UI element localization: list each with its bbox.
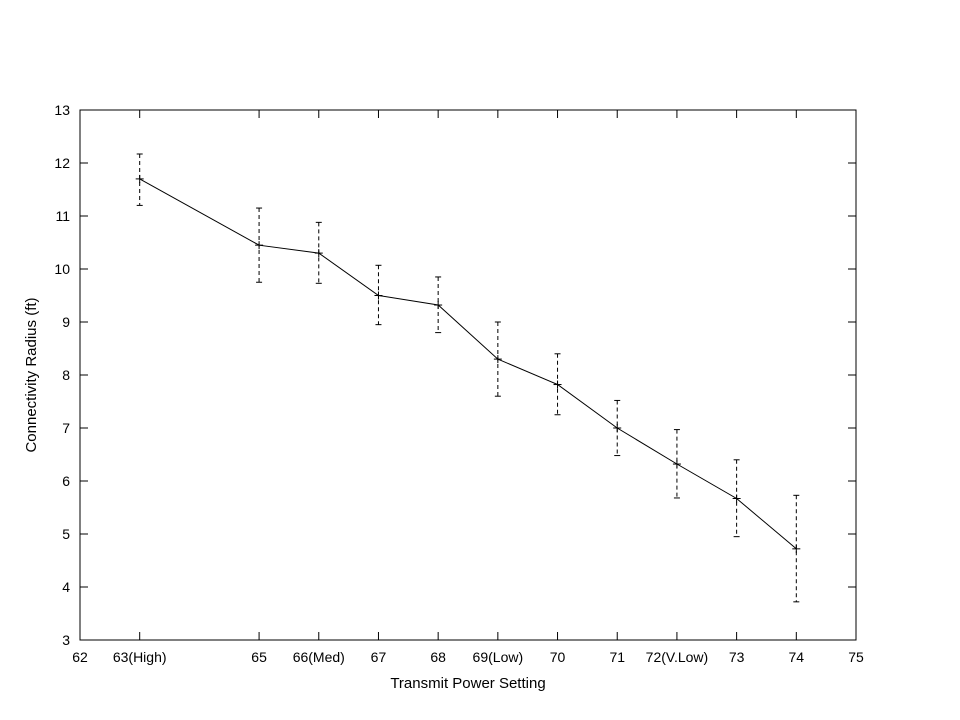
x-tick-label: 67: [371, 649, 387, 665]
data-point: [255, 241, 264, 250]
x-tick-label: 62: [72, 649, 88, 665]
y-tick-label: 13: [54, 102, 70, 118]
x-tick-label: 72(V.Low): [646, 649, 709, 665]
y-tick-label: 9: [62, 314, 70, 330]
y-tick-label: 5: [62, 526, 70, 542]
x-tick-label: 69(Low): [473, 649, 524, 665]
x-axis: 62 63(High) 65 66(Med) 67 68 69(Low) 70 71 72(V.L…: [72, 110, 864, 665]
x-tick-label: 68: [430, 649, 446, 665]
y-tick-label: 7: [62, 420, 70, 436]
point-markers: [135, 174, 801, 553]
data-point: [493, 355, 502, 364]
y-tick-label: 10: [54, 261, 70, 277]
data-point: [792, 544, 801, 553]
series-line: [139, 178, 797, 550]
data-point: [135, 174, 144, 183]
x-tick-label: 74: [789, 649, 805, 665]
y-tick-label: 3: [62, 632, 70, 648]
x-tick-label: 70: [550, 649, 566, 665]
x-tick-label: 71: [609, 649, 625, 665]
y-tick-label: 6: [62, 473, 70, 489]
data-point: [434, 301, 443, 310]
data-point: [553, 380, 562, 389]
x-tick-label: 73: [729, 649, 745, 665]
x-tick-label: 65: [251, 649, 267, 665]
x-tick-label: 75: [848, 649, 864, 665]
y-tick-label: 4: [62, 579, 70, 595]
x-axis-label: Transmit Power Setting: [390, 675, 545, 692]
y-axis-label: Connectivity Radius (ft): [23, 297, 40, 452]
x-tick-label: 66(Med): [293, 649, 345, 665]
data-point: [374, 291, 383, 300]
data-point: [732, 494, 741, 503]
data-point: [314, 249, 323, 258]
error-bars: [136, 153, 800, 603]
y-tick-label: 12: [54, 155, 70, 171]
plot-frame: [79, 109, 857, 641]
x-tick-label: 63(High): [113, 649, 167, 665]
y-tick-label: 11: [55, 208, 70, 224]
data-point: [613, 424, 622, 432]
y-tick-label: 8: [62, 367, 70, 383]
y-axis: 3 4 5 6 7 8 9 10 11 12 13: [54, 102, 856, 648]
data-point: [672, 460, 681, 469]
